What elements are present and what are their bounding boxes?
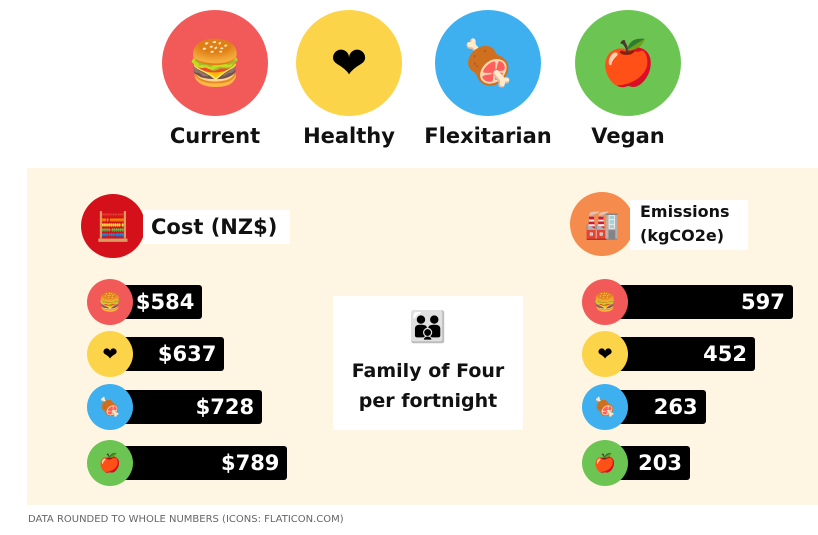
emissions-title: Emissions (kgCO2e) bbox=[630, 200, 748, 250]
emissions-value-label: 263 bbox=[653, 395, 698, 419]
vegetables-icon: 🍎 bbox=[575, 10, 681, 116]
emissions-bar-healthy: 452 bbox=[605, 337, 755, 371]
vegetables-icon: 🍎 bbox=[87, 440, 133, 486]
diet-label-flexitarian: Flexitarian bbox=[424, 124, 552, 148]
factory-icon: 🏭 bbox=[570, 192, 634, 256]
meat-icon: 🍖 bbox=[435, 10, 541, 116]
fast-food-icon: 🍔 bbox=[162, 10, 268, 116]
diet-label-healthy: Healthy bbox=[303, 124, 395, 148]
diet-label-vegan: Vegan bbox=[591, 124, 665, 148]
cost-bar-vegan: $789 bbox=[110, 446, 288, 480]
calculator-icon: 🧮 bbox=[81, 194, 145, 258]
cost-bar-flexitarian: $728 bbox=[110, 390, 263, 424]
meat-icon: 🍖 bbox=[582, 384, 628, 430]
vegetables-icon: 🍎 bbox=[582, 440, 628, 486]
heart-icon: ❤ bbox=[582, 331, 628, 377]
emissions-value-label: 597 bbox=[740, 290, 785, 314]
emissions-value-label: 203 bbox=[638, 451, 682, 475]
emissions-bar-current: 597 bbox=[605, 285, 793, 319]
emissions-value-label: 452 bbox=[703, 342, 747, 366]
heart-icon: ❤ bbox=[87, 331, 133, 377]
meat-icon: 🍖 bbox=[87, 384, 133, 430]
fast-food-icon: 🍔 bbox=[582, 279, 628, 325]
family-box: 👪 Family of Four per fortnight bbox=[333, 296, 523, 430]
cost-title: Cost (NZ$) bbox=[143, 210, 290, 244]
cost-value-label: $637 bbox=[157, 342, 217, 366]
family-icon: 👪 bbox=[409, 310, 447, 345]
heart-icon: ❤ bbox=[296, 10, 402, 116]
cost-value-label: $584 bbox=[135, 290, 195, 314]
diet-label-current: Current bbox=[169, 124, 261, 148]
footnote: DATA ROUNDED TO WHOLE NUMBERS (ICONS: FL… bbox=[28, 514, 344, 525]
family-label: Family of Four bbox=[351, 360, 505, 382]
period-label: per fortnight bbox=[358, 390, 498, 412]
cost-value-label: $728 bbox=[195, 395, 255, 419]
fast-food-icon: 🍔 bbox=[87, 279, 133, 325]
cost-value-label: $789 bbox=[220, 451, 280, 475]
